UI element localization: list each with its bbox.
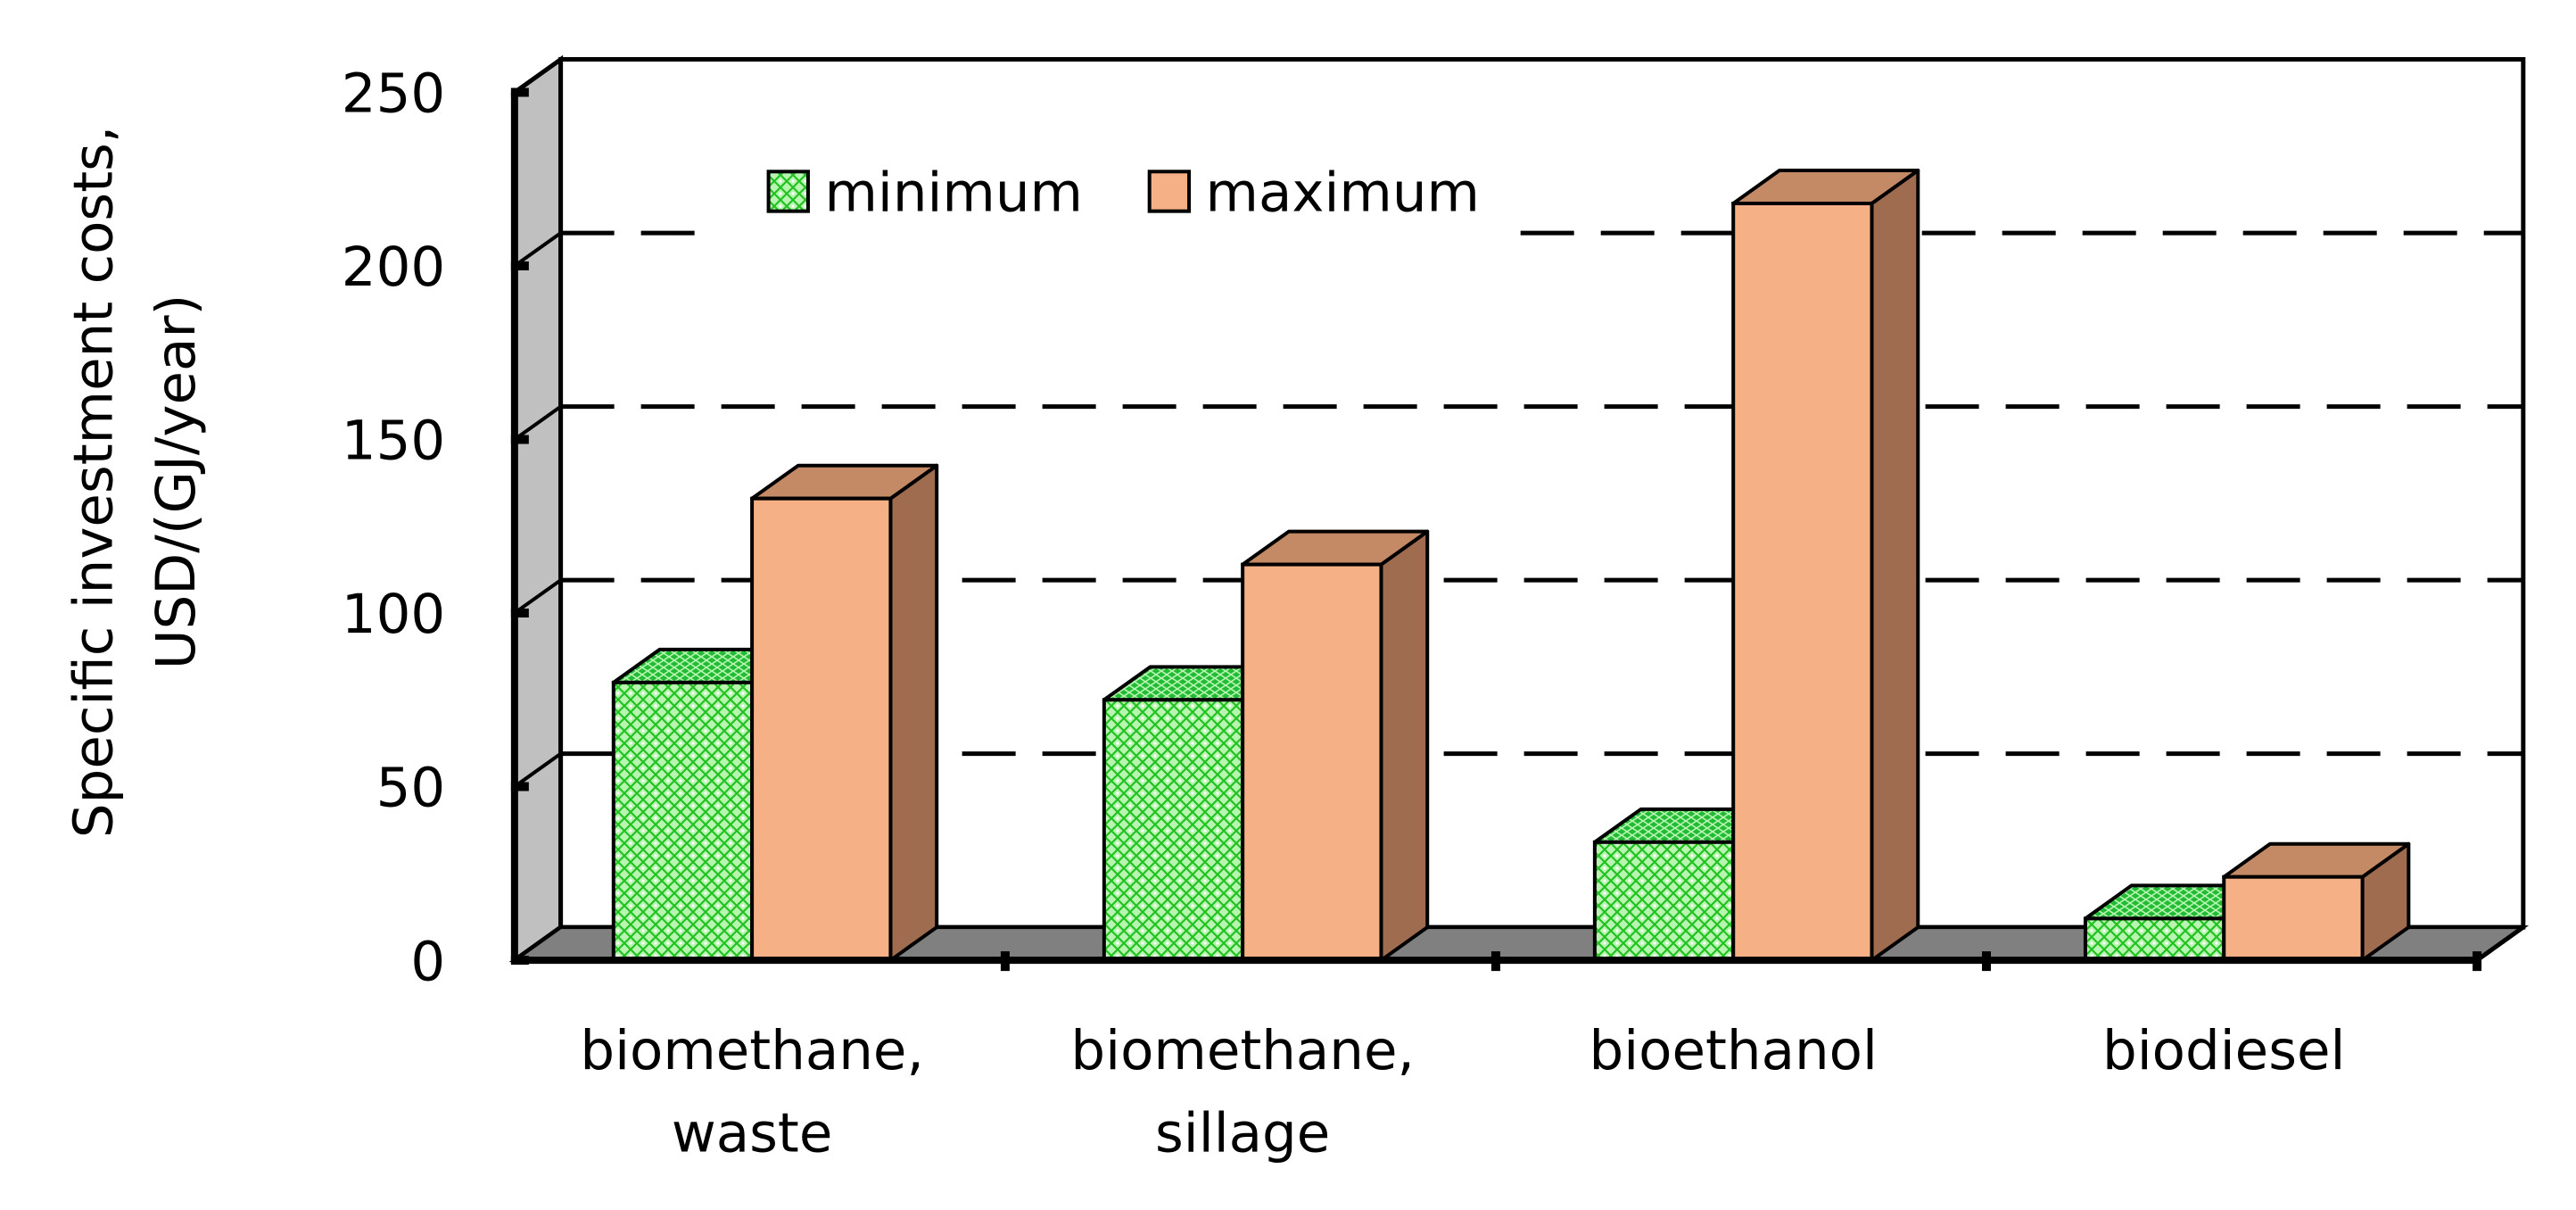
floor-edge [2475,925,2525,963]
bar-face [1592,840,1736,963]
y-tick-label: 150 [342,410,445,473]
y-axis-label: Specific investment costs, USD/(GJ/year) [62,126,208,838]
legend-label-minimum: minimum [824,162,1082,225]
legend-label-maximum: maximum [1206,162,1480,225]
gridline-wall [513,751,562,789]
bar-side [1379,529,1430,963]
legend-swatch-minimum [766,170,810,213]
bar-side [1870,169,1920,963]
y-tick-label: 200 [342,236,445,299]
x-tick-label: biodiesel [2102,1019,2345,1082]
gridline-wall [513,231,562,268]
x-tick-label: sillage [1155,1102,1330,1165]
bar-side [888,463,939,963]
x-tick-label: biomethane, [1070,1019,1414,1082]
gridline-wall [513,578,562,615]
x-axis-ticks: biomethane, waste biomethane, sillage bioeth… [580,951,2482,1165]
y-tick-label: 50 [376,757,446,820]
x-tick-label: waste [672,1102,833,1165]
y-axis-title-line: USD/(GJ/year) [144,294,208,669]
y-tick-label: 250 [342,62,445,126]
legend-swatch-maximum [1147,170,1192,213]
left-wall [512,54,564,965]
bar-face [750,496,893,963]
bar-maximum-0 [750,463,939,963]
bar-face [2083,916,2226,963]
x-tick-label: bioethanol [1589,1019,1877,1082]
x-tick-label: biomethane, [580,1019,923,1082]
gridline-wall [513,404,562,442]
legend: minimum maximum [766,162,1480,225]
y-axis-title-line: Specific investment costs, [62,126,126,838]
y-tick-label: 0 [410,930,445,993]
y-axis-ticks: 0 50 100 150 200 250 [342,62,529,993]
bar-face [611,680,755,963]
bar-maximum-3 [2222,841,2411,963]
bar-face [1241,562,1383,963]
bar-maximum-1 [1241,529,1430,963]
bar-maximum-2 [1731,169,1920,963]
bar-face [2222,874,2365,963]
y-tick-label: 100 [342,583,445,646]
bar-face [1102,698,1245,963]
bar-face [1731,202,1874,963]
